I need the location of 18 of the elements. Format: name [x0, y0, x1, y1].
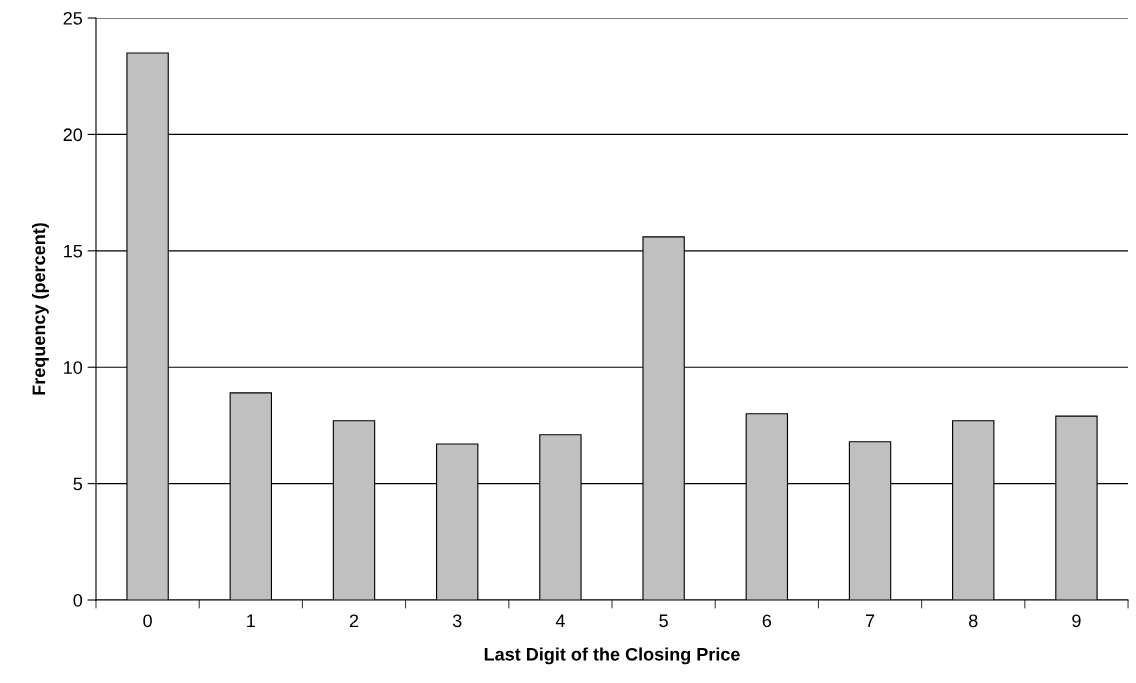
- x-tick-label: 4: [555, 614, 565, 627]
- x-tick-label: 8: [969, 614, 978, 628]
- x-tick-label: 3: [452, 614, 462, 628]
- y-tick-label: 20: [63, 128, 83, 142]
- y-axis-title: Frequency (percent): [32, 223, 49, 395]
- y-tick-label: 5: [73, 477, 83, 491]
- x-tick-label: 7: [865, 614, 875, 627]
- y-tick-label: 10: [64, 361, 83, 374]
- x-tick-label: 5: [659, 614, 668, 628]
- x-axis-title: Last Digit of the Closing Price: [484, 647, 740, 665]
- x-tick-label: 2: [349, 614, 359, 627]
- y-tick-label: 15: [64, 244, 83, 258]
- x-tick-label: 1: [247, 614, 255, 627]
- x-tick-label: 6: [762, 614, 772, 628]
- x-tick-label: 0: [143, 614, 152, 628]
- x-tick-label: 9: [1072, 614, 1081, 628]
- y-tick-label: 25: [63, 11, 83, 25]
- y-tick-label: 0: [73, 593, 83, 607]
